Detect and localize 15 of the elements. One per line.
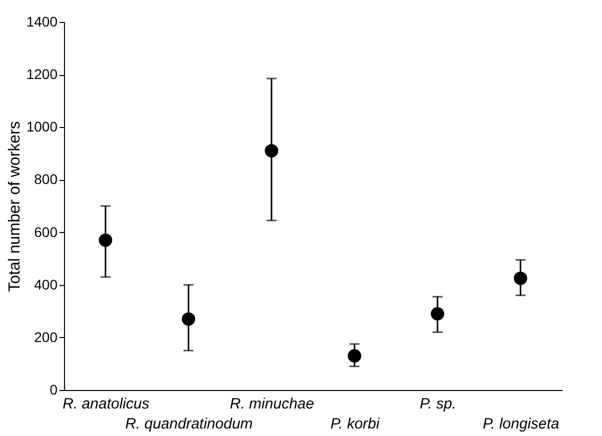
y-tick-label: 1000: [26, 118, 58, 135]
y-tick-label: 200: [34, 328, 58, 345]
x-tick-label: P. sp.: [420, 396, 456, 412]
x-tick-label: R. quandratinodum: [125, 416, 253, 432]
x-tick-label: R. anatolicus: [62, 396, 150, 412]
x-tick-label: P. longiseta: [482, 416, 560, 432]
y-tick-label: 0: [50, 382, 58, 398]
y-tick-label: 800: [34, 171, 58, 188]
y-tick-label: 1200: [26, 66, 58, 82]
x-tick-label: P. korbi: [330, 416, 380, 432]
y-tick-label: 1400: [26, 14, 58, 30]
y-axis-title: Total number of workers: [6, 121, 24, 292]
y-tick-label: 400: [34, 276, 58, 292]
x-tick-label: R. minuchae: [230, 396, 314, 412]
y-tick-label: 600: [34, 224, 58, 240]
